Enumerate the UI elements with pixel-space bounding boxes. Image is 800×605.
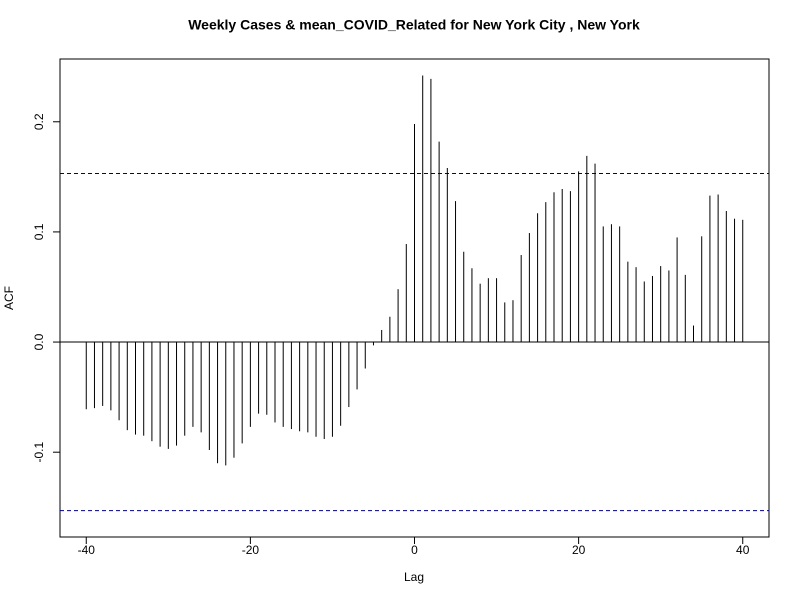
- y-axis-label: ACF: [2, 286, 16, 310]
- x-axis-label: Lag: [404, 570, 424, 584]
- chart-title: Weekly Cases & mean_COVID_Related for Ne…: [188, 17, 640, 33]
- y-tick-label: 0.1: [32, 223, 46, 240]
- y-tick-label: 0.2: [32, 113, 46, 130]
- y-tick-label: -0.1: [32, 442, 46, 463]
- x-tick-label: 20: [572, 543, 586, 557]
- y-tick-label: 0.0: [32, 333, 46, 350]
- x-tick-label: 0: [411, 543, 418, 557]
- x-tick-label: 40: [736, 543, 750, 557]
- x-tick-label: -40: [78, 543, 96, 557]
- x-tick-label: -20: [242, 543, 260, 557]
